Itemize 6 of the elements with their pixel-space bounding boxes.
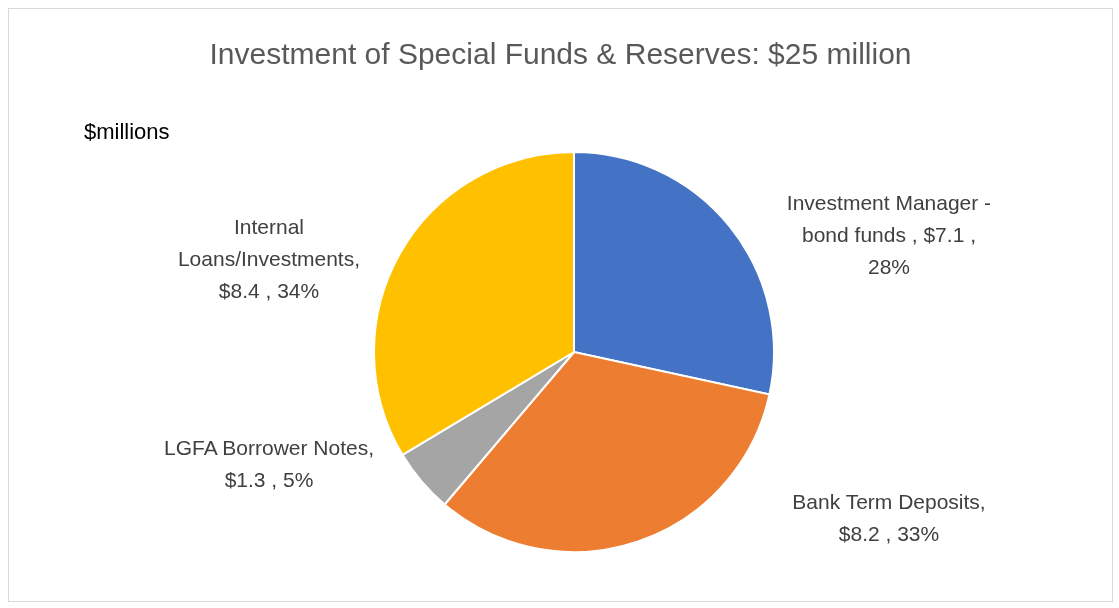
slice-label: Bank Term Deposits, $8.2 , 33%	[792, 489, 986, 545]
text: $millions	[84, 119, 170, 145]
slice-label: LGFA Borrower Notes, $1.3 , 5%	[163, 435, 375, 491]
slice-label: Investment Manager - bond funds , $7.1 , 28%	[786, 190, 992, 278]
slice-label: Internal Loans/Investments, $8.4 , 34%	[177, 214, 361, 302]
chart-title: Investment of Special Funds & Reserves: $25 million	[208, 37, 913, 71]
